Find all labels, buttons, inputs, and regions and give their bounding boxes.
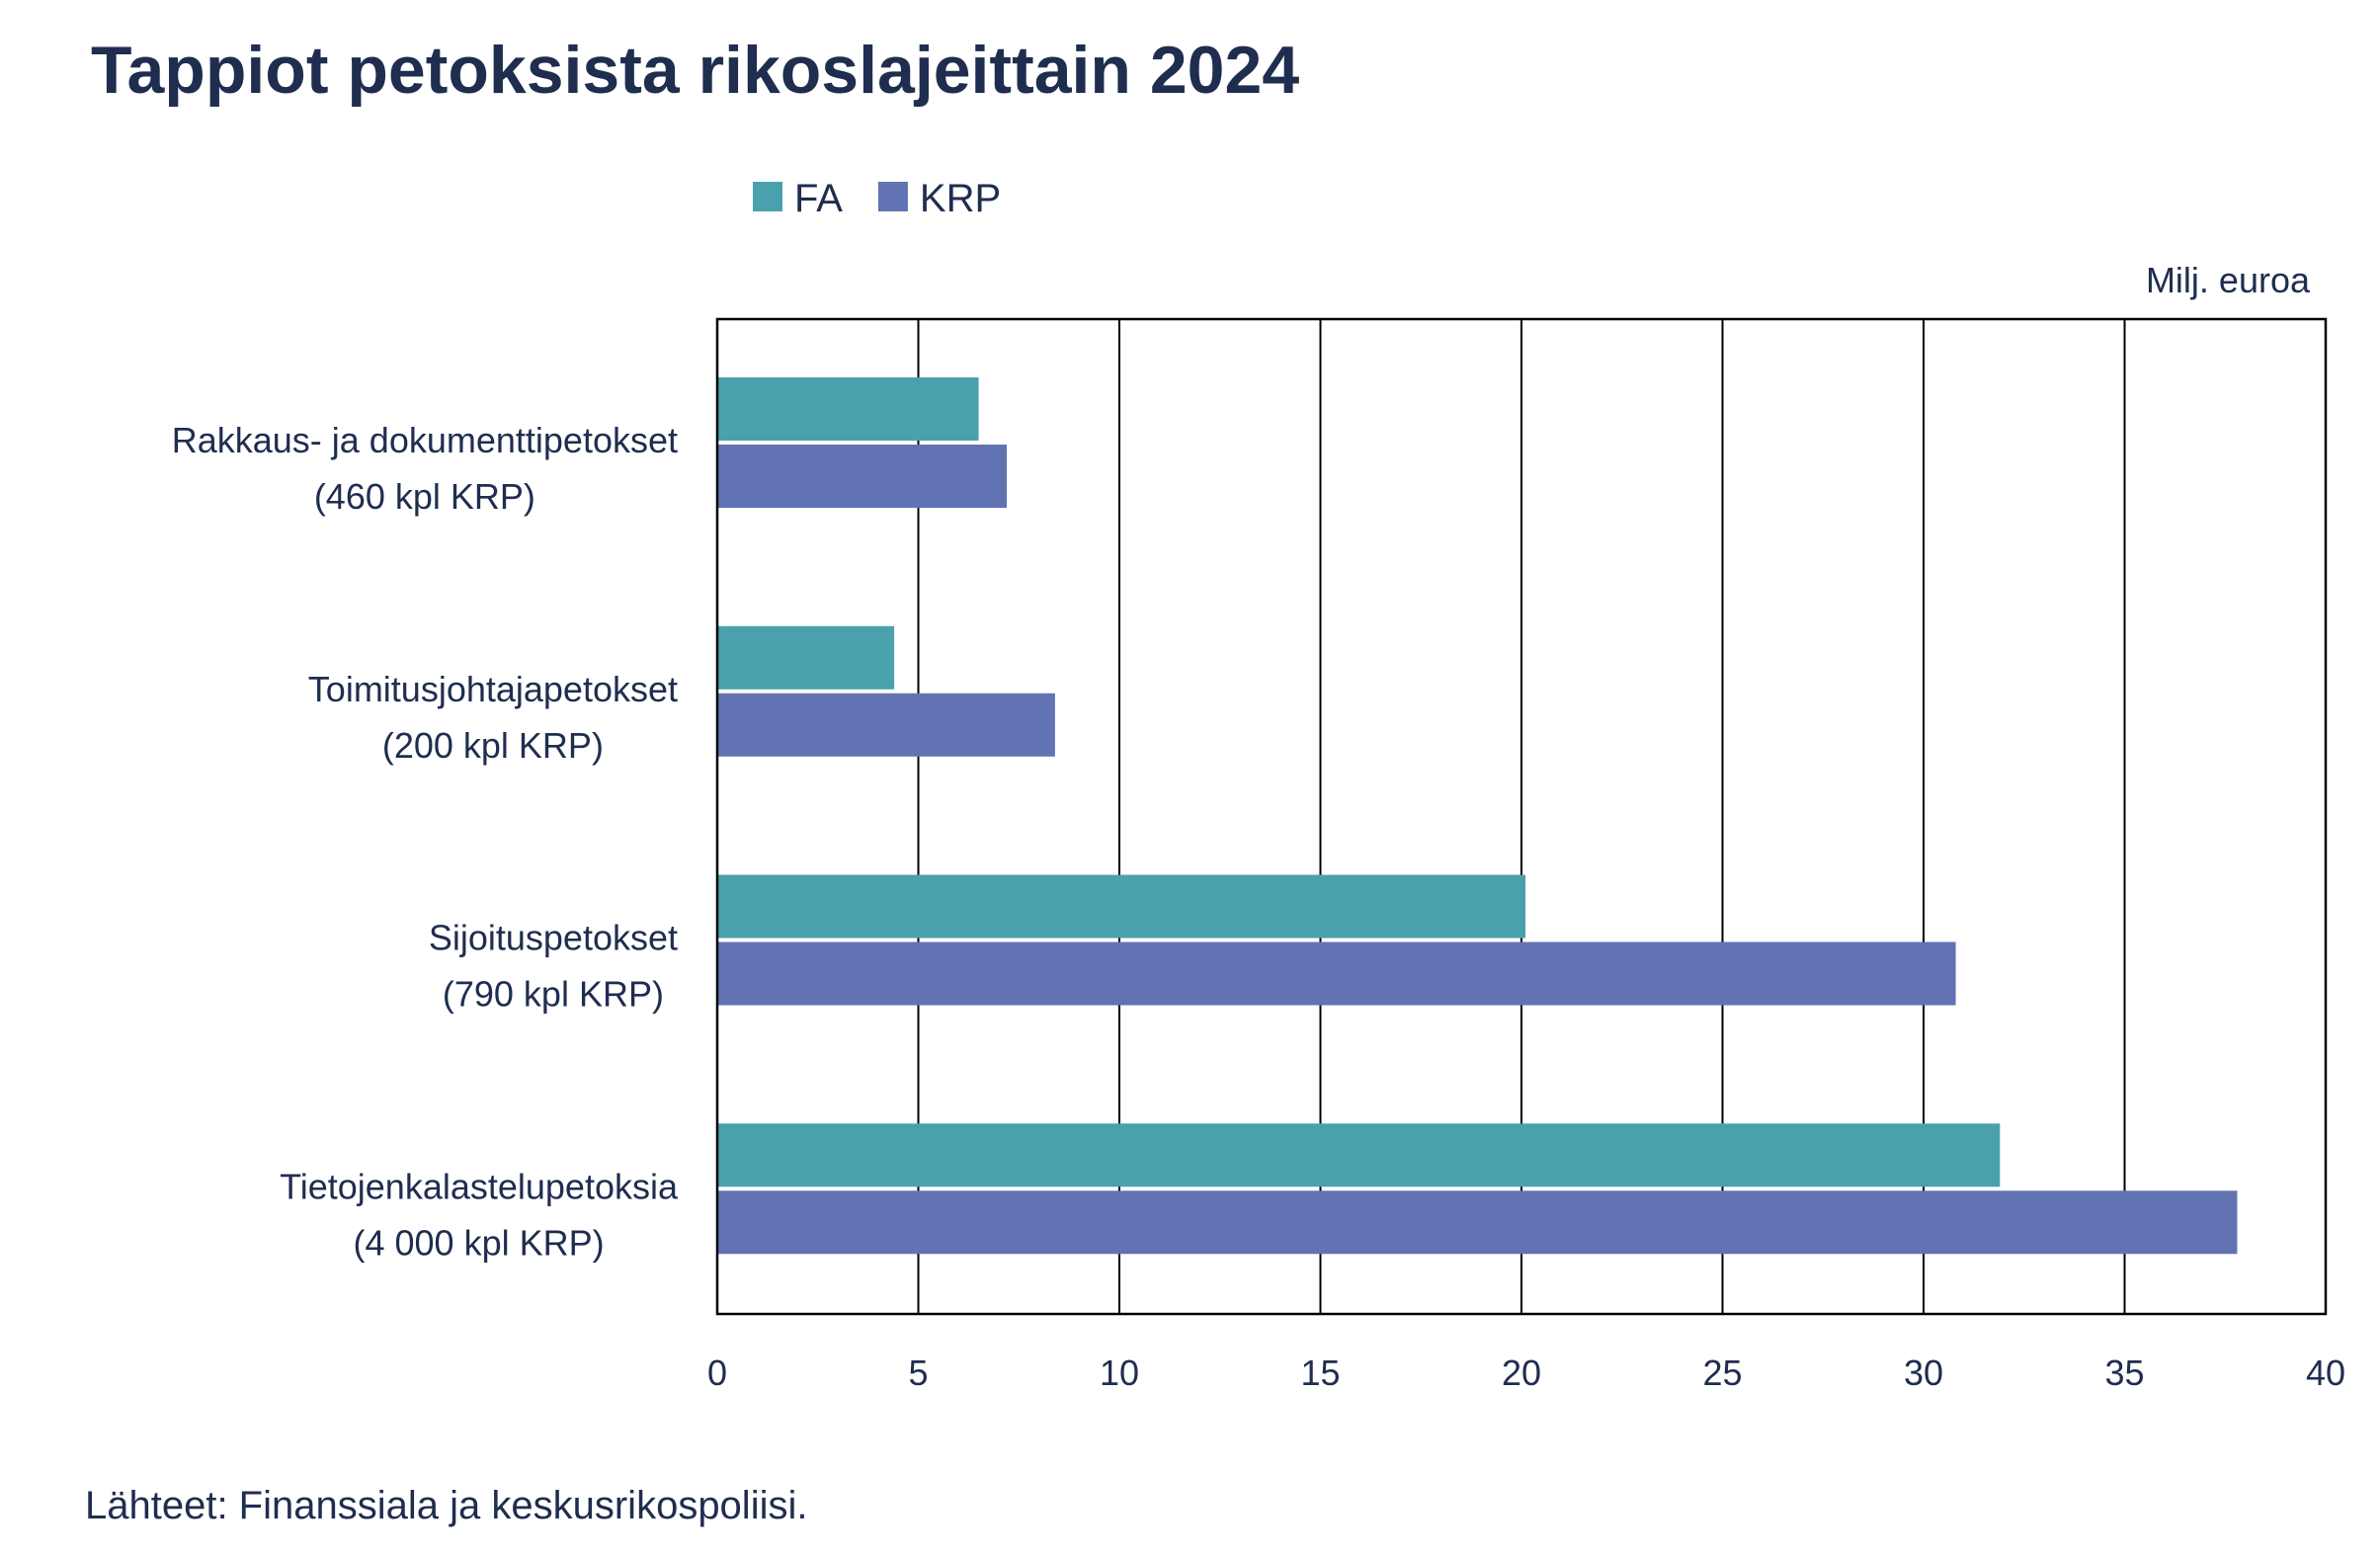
bar-fa-1 [717,625,895,690]
x-tick-label: 30 [1904,1352,1943,1393]
legend-swatch-fa [753,182,782,211]
legend-label-fa: FA [794,177,843,220]
category-count-label: (4 000 kpl KRP) [353,1222,604,1263]
legend: FA KRP [753,177,1001,220]
category-label: Sijoituspetokset [429,918,678,958]
x-tick-label: 15 [1300,1352,1340,1393]
x-tick-label: 0 [707,1352,727,1393]
bar-krp-0 [717,445,1008,508]
category-count-label: (790 kpl KRP) [443,974,664,1015]
plot-area-border [715,317,2328,1316]
x-tick-labels: 0 5 10 15 20 25 30 35 40 [707,1352,2345,1393]
bar-fa-0 [717,377,979,441]
bar-krp-2 [717,942,1956,1006]
x-tick-label: 5 [908,1352,928,1393]
bar-fa-2 [717,874,1526,939]
x-tick-label: 35 [2104,1352,2144,1393]
category-label: Toimitusjohtajapetokset [308,669,678,709]
chart-title: Tappiot petoksista rikoslajeittain 2024 [91,33,1299,108]
category-count-label: (200 kpl KRP) [382,725,604,766]
x-tick-label: 40 [2306,1352,2345,1393]
unit-label: Milj. euroa [2146,260,2311,300]
legend-swatch-krp [877,182,908,211]
bar-krp-1 [717,693,1055,757]
category-labels: Rakkaus- ja dokumenttipetokset (460 kpl K… [172,420,679,1263]
category-label: Rakkaus- ja dokumenttipetokset [172,420,678,460]
x-tick-label: 10 [1100,1352,1139,1393]
x-tick-label: 25 [1702,1352,1742,1393]
legend-label-krp: KRP [920,177,1001,220]
bar-krp-3 [717,1190,2238,1255]
bar-fa-3 [717,1123,2001,1188]
category-label: Tietojenkalastelupetoksia [280,1166,679,1206]
source-note: Lähteet: Finanssiala ja keskusrikospolii… [85,1484,807,1527]
gridlines [917,319,2126,1314]
category-count-label: (460 kpl KRP) [314,476,535,517]
x-tick-label: 20 [1502,1352,1541,1393]
bars [717,377,2238,1255]
